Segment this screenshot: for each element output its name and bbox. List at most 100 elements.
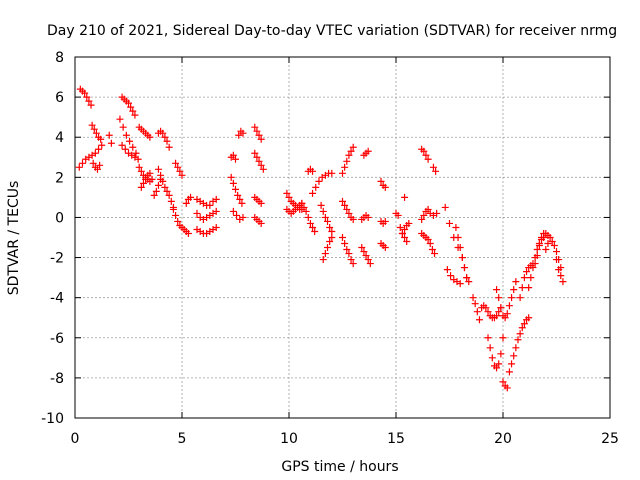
data-point (126, 137, 134, 145)
data-point (510, 286, 518, 294)
data-point (137, 167, 145, 175)
data-point (520, 320, 528, 328)
data-point (326, 223, 334, 231)
data-point (259, 165, 267, 173)
data-point (317, 201, 325, 209)
data-point (300, 203, 308, 211)
data-point (251, 123, 259, 131)
series-t6 (118, 93, 139, 119)
data-point (257, 161, 265, 169)
series-t7 (116, 115, 140, 157)
data-point (475, 316, 483, 324)
series-t12 (154, 127, 173, 151)
data-point (311, 227, 319, 235)
x-tick-label: 0 (71, 431, 80, 447)
data-point (484, 308, 492, 316)
data-point (315, 177, 323, 185)
data-point (339, 169, 346, 177)
data-point (234, 191, 242, 199)
data-point (78, 159, 86, 167)
data-point (229, 151, 237, 159)
data-point (424, 205, 432, 213)
data-point (432, 167, 440, 175)
data-point (529, 264, 537, 272)
data-point (152, 187, 160, 195)
series-t59 (484, 334, 507, 372)
series-t4 (89, 159, 104, 173)
data-point (184, 229, 192, 237)
data-point (105, 131, 113, 139)
series-t11 (137, 169, 154, 191)
data-point (88, 121, 96, 129)
data-point (87, 101, 95, 109)
data-point (238, 199, 246, 207)
data-point (309, 167, 317, 175)
series-t19 (193, 207, 220, 223)
chart-title: Day 210 of 2021, Sidereal Day-to-day VTE… (47, 23, 617, 39)
data-point (420, 147, 428, 155)
data-point (508, 360, 516, 368)
data-point (165, 191, 173, 199)
data-point (463, 274, 471, 282)
data-point (553, 248, 560, 256)
data-point (341, 163, 349, 171)
data-point (131, 111, 139, 119)
data-point (182, 199, 190, 207)
series-t56 (458, 254, 473, 286)
data-point (165, 143, 173, 151)
series-t1 (76, 85, 95, 109)
data-point (535, 242, 543, 250)
data-point (505, 302, 513, 310)
data-points-layer (75, 85, 567, 392)
data-point (91, 149, 99, 157)
data-point (347, 147, 355, 155)
data-point (433, 209, 441, 217)
data-point (319, 207, 327, 215)
data-point (458, 254, 466, 262)
series-t42 (377, 177, 389, 191)
series-t26 (251, 149, 267, 173)
data-point (107, 139, 115, 147)
data-point (251, 149, 259, 157)
data-point (129, 107, 137, 115)
data-point (232, 185, 239, 193)
data-point (452, 223, 460, 231)
grid-layer (75, 57, 610, 418)
data-point (396, 223, 404, 231)
x-axis-title: GPS time / hours (281, 459, 398, 475)
data-point (495, 308, 503, 316)
data-point (146, 133, 154, 141)
y-tick-label: -10 (41, 411, 64, 427)
data-point (499, 334, 507, 342)
data-point (257, 135, 265, 143)
data-point (127, 103, 135, 111)
data-point (137, 183, 145, 191)
data-point (339, 234, 346, 241)
data-point (493, 364, 501, 372)
data-point (236, 195, 244, 203)
data-point (364, 256, 372, 264)
data-point (75, 163, 83, 171)
data-point (349, 260, 357, 268)
data-point (142, 175, 150, 183)
data-point (456, 244, 464, 252)
data-point (403, 238, 411, 246)
series-t62 (505, 314, 533, 376)
y-tick-label: 4 (55, 130, 64, 146)
data-point (559, 278, 567, 286)
y-tick-label: -8 (50, 371, 64, 387)
data-point (347, 256, 355, 264)
data-point (441, 203, 449, 211)
data-point (139, 179, 147, 187)
series-t3 (88, 121, 105, 143)
series-t65 (533, 229, 552, 260)
series-t43 (377, 217, 389, 227)
data-point (484, 334, 492, 342)
data-point (253, 127, 261, 135)
data-point (321, 250, 329, 258)
y-tick-label: 0 (55, 210, 64, 226)
data-point (239, 213, 247, 221)
data-point (527, 274, 535, 282)
data-point (89, 159, 97, 167)
data-point (161, 133, 169, 141)
